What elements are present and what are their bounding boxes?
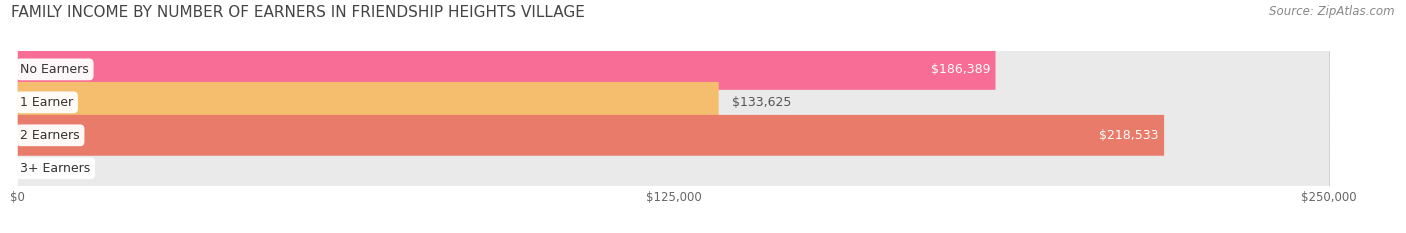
Text: Source: ZipAtlas.com: Source: ZipAtlas.com — [1270, 5, 1395, 18]
Text: FAMILY INCOME BY NUMBER OF EARNERS IN FRIENDSHIP HEIGHTS VILLAGE: FAMILY INCOME BY NUMBER OF EARNERS IN FR… — [11, 5, 585, 20]
FancyBboxPatch shape — [18, 49, 995, 90]
Text: 1 Earner: 1 Earner — [21, 96, 73, 109]
Text: $133,625: $133,625 — [733, 96, 792, 109]
FancyBboxPatch shape — [18, 148, 1329, 189]
Text: 2 Earners: 2 Earners — [21, 129, 80, 142]
Text: No Earners: No Earners — [21, 63, 89, 76]
Text: $0: $0 — [31, 162, 46, 175]
FancyBboxPatch shape — [18, 115, 1329, 156]
FancyBboxPatch shape — [18, 49, 1329, 90]
FancyBboxPatch shape — [18, 115, 1164, 156]
Text: $218,533: $218,533 — [1099, 129, 1159, 142]
FancyBboxPatch shape — [18, 82, 718, 123]
FancyBboxPatch shape — [18, 82, 1329, 123]
Text: $186,389: $186,389 — [931, 63, 990, 76]
Text: 3+ Earners: 3+ Earners — [21, 162, 90, 175]
